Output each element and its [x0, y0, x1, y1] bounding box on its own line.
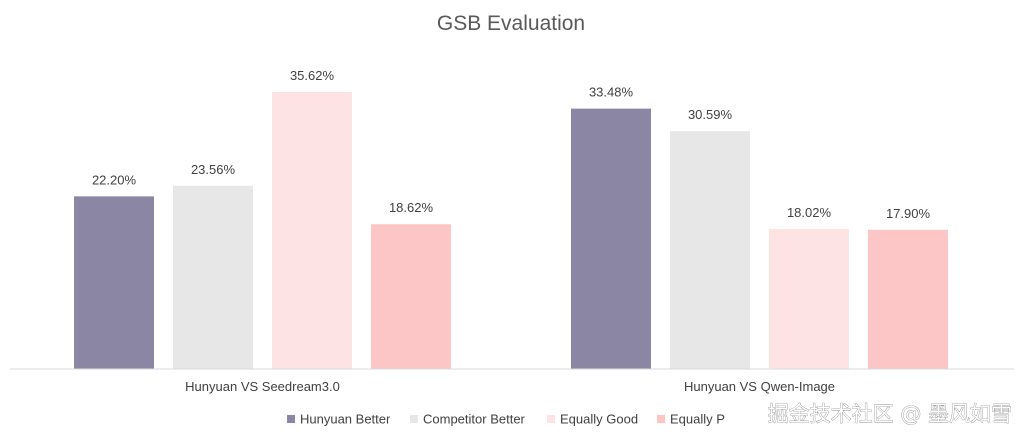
legend-label-2: Competitor Better [423, 412, 526, 427]
legend-swatch-3 [547, 415, 555, 423]
legend: Hunyuan Better Competitor Better Equally G… [287, 412, 725, 427]
data-label-2-3: 18.02% [787, 205, 832, 220]
data-label-2-2: 30.59% [688, 107, 733, 122]
data-label-1-3: 35.62% [290, 68, 335, 83]
bar-layer [74, 92, 948, 369]
data-label-1-2: 23.56% [191, 162, 236, 177]
chart-title: GSB Evaluation [437, 12, 585, 35]
bar-1-4 [371, 224, 451, 369]
data-label-1-1: 22.20% [92, 172, 137, 187]
legend-label-3: Equally Good [560, 412, 638, 427]
legend-swatch-1 [287, 415, 295, 423]
bar-2-2 [670, 131, 750, 369]
bar-2-4 [868, 229, 948, 369]
bar-2-1 [571, 108, 651, 369]
legend-label-1: Hunyuan Better [300, 412, 391, 427]
legend-swatch-4 [657, 415, 665, 423]
bar-1-2 [173, 185, 253, 369]
legend-swatch-2 [410, 415, 418, 423]
bar-2-3 [769, 228, 849, 369]
bar-1-1 [74, 196, 154, 369]
data-label-layer: 22.20% 23.56% 35.62% 18.62% 33.48% 30.59% 18.0… [92, 68, 931, 221]
category-label-layer: Hunyuan VS Seedream3.0 Hunyuan VS Qwen-Im… [185, 379, 835, 394]
bar-1-3 [272, 92, 352, 369]
category-label-2: Hunyuan VS Qwen-Image [684, 379, 835, 394]
data-label-2-4: 17.90% [886, 206, 931, 221]
data-label-1-4: 18.62% [389, 200, 434, 215]
data-label-2-1: 33.48% [589, 85, 634, 100]
category-label-1: Hunyuan VS Seedream3.0 [185, 379, 340, 394]
legend-label-4: Equally P [670, 412, 725, 427]
watermark-text: 掘金技术社区 @ 墨风如雪 [768, 402, 1012, 426]
